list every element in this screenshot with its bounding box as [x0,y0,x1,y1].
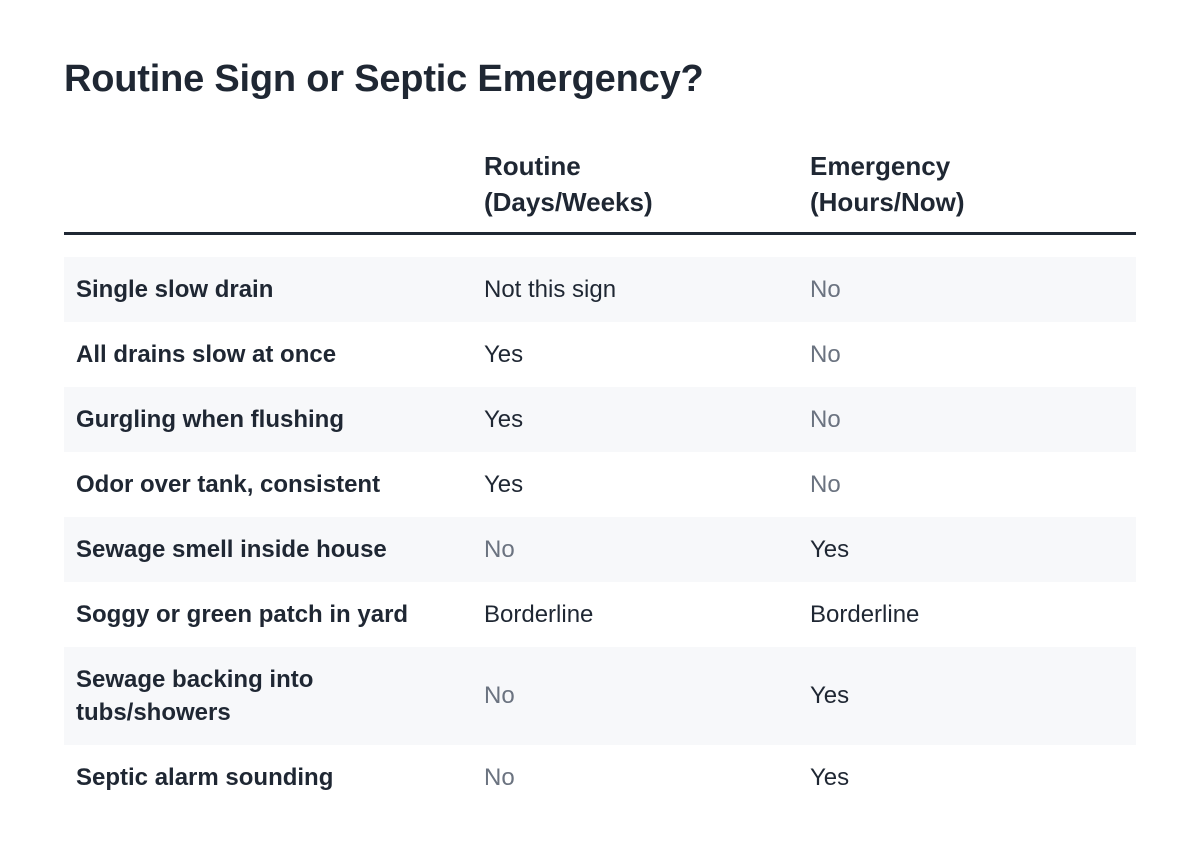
table-row: Sewage smell inside house No Yes [64,517,1136,582]
table-row: Single slow drain Not this sign No [64,257,1136,322]
routine-cell: Yes [484,405,524,433]
row-sign-label: Sewage backing into tubs/showers [76,666,314,726]
table-row: Gurgling when flushing Yes No [64,387,1136,452]
table-row: Odor over tank, consistent Yes No [64,452,1136,517]
comparison-table: Routine (Days/Weeks) Emergency (Hours/No… [64,144,1136,810]
table-row: Septic alarm sounding No Yes [64,745,1136,810]
table-row: All drains slow at once Yes No [64,322,1136,387]
emergency-cell: No [810,340,841,368]
emergency-cell: Borderline [810,600,920,628]
routine-cell: Yes [484,470,524,498]
table-row: Sewage backing into tubs/showers No Yes [64,647,1136,745]
column-header-emergency-line2: (Hours/Now) [810,187,965,217]
routine-cell: Borderline [484,600,594,628]
row-sign-label: Septic alarm sounding [76,764,334,791]
emergency-cell: Yes [810,682,850,709]
routine-cell: Yes [484,340,524,368]
row-sign-label: All drains slow at once [76,341,337,368]
routine-cell: No [484,763,515,791]
column-header-routine: Routine (Days/Weeks) [484,148,784,220]
row-sign-label: Soggy or green patch in yard [76,601,409,628]
emergency-cell: No [810,470,841,498]
row-sign-label: Gurgling when flushing [76,406,344,433]
emergency-cell: No [810,275,841,303]
column-header-emergency-line1: Emergency [810,151,951,181]
routine-cell: Not this sign [484,275,617,303]
column-header-routine-line1: Routine [484,151,581,181]
table-row: Soggy or green patch in yard Borderline … [64,582,1136,647]
row-sign-label: Sewage smell inside house [76,536,387,563]
column-header-routine-line2: (Days/Weeks) [484,187,653,217]
emergency-cell: Yes [810,535,850,563]
routine-cell: No [484,535,515,563]
emergency-cell: No [810,405,841,433]
page-title: Routine Sign or Septic Emergency? [64,58,704,100]
row-sign-label: Odor over tank, consistent [76,471,381,498]
column-header-emergency: Emergency (Hours/Now) [810,148,1110,220]
emergency-cell: Yes [810,763,850,791]
table-body: Single slow drain Not this sign No All d… [64,257,1136,810]
table-header: Routine (Days/Weeks) Emergency (Hours/No… [64,144,1136,235]
routine-cell: No [484,682,515,709]
row-sign-label: Single slow drain [76,276,274,303]
